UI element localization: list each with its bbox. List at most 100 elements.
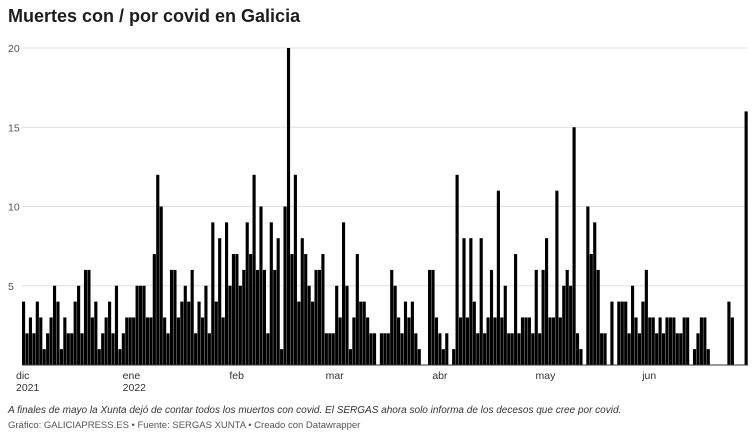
bar <box>469 238 473 365</box>
bar <box>586 206 590 365</box>
bar <box>269 222 273 365</box>
bar <box>441 349 445 365</box>
y-tick-label: 5 <box>8 281 14 293</box>
bar <box>42 349 46 365</box>
bar <box>730 317 734 365</box>
bar <box>428 269 432 365</box>
bar <box>617 301 621 365</box>
bar <box>276 238 280 365</box>
bar <box>331 333 335 365</box>
bar <box>94 301 98 365</box>
bar <box>90 317 94 365</box>
bar <box>101 333 105 365</box>
bar <box>672 317 676 365</box>
bar <box>610 301 614 365</box>
bar <box>180 301 184 365</box>
chart-title: Muertes con / por covid en Galicia <box>8 6 301 26</box>
bar <box>311 301 315 365</box>
bar <box>128 317 132 365</box>
bar <box>548 317 552 365</box>
bar <box>149 317 153 365</box>
bar <box>145 317 150 365</box>
bar <box>80 333 84 365</box>
bar <box>111 333 115 365</box>
bar <box>121 333 125 365</box>
bar <box>679 333 683 365</box>
bar <box>386 333 390 365</box>
x-tick-label: jun <box>642 370 657 382</box>
bar <box>686 317 690 365</box>
bar <box>187 301 191 365</box>
bar <box>231 254 236 365</box>
bar <box>493 317 497 365</box>
bar <box>434 317 439 365</box>
bar <box>108 301 112 365</box>
bar <box>637 333 642 365</box>
bar <box>727 301 731 365</box>
bar <box>538 333 542 365</box>
bar <box>658 317 662 365</box>
bar <box>524 317 528 365</box>
bar <box>142 285 146 365</box>
bar <box>317 269 322 365</box>
bar <box>314 269 318 365</box>
bar <box>390 269 394 365</box>
bar <box>290 254 294 365</box>
bar <box>393 285 397 365</box>
bar <box>190 269 194 365</box>
bar <box>458 317 463 365</box>
chart-source: Gráfico: GALICIAPRESS.ES • Fuente: SERGA… <box>8 420 361 431</box>
x-tick-label: dic 2021 <box>16 370 40 394</box>
bar <box>675 333 679 365</box>
bar <box>414 333 418 365</box>
bar <box>252 174 256 365</box>
bar <box>624 301 628 365</box>
bar <box>634 317 638 365</box>
bar <box>551 317 556 365</box>
bar <box>744 111 748 366</box>
bar <box>668 317 673 365</box>
bar <box>431 269 435 365</box>
bar <box>235 254 239 365</box>
bar <box>641 301 645 365</box>
bar <box>66 333 70 365</box>
bar <box>286 48 291 365</box>
bar <box>692 349 697 365</box>
bar <box>135 285 139 365</box>
bar <box>455 174 459 365</box>
bar <box>603 333 607 365</box>
bar <box>348 349 353 365</box>
bar <box>403 301 408 365</box>
bar <box>77 285 81 365</box>
bar <box>163 317 167 365</box>
bar <box>25 333 29 365</box>
bar <box>118 349 122 365</box>
bar <box>355 254 359 365</box>
bar <box>589 254 593 365</box>
bar <box>520 317 525 365</box>
bar <box>479 238 483 365</box>
bar <box>417 349 421 365</box>
bar <box>225 222 229 365</box>
bar <box>262 269 266 365</box>
bar <box>159 206 163 365</box>
bar <box>362 301 366 365</box>
bar <box>682 317 686 365</box>
bar <box>32 333 36 365</box>
bar <box>359 301 363 365</box>
bar <box>514 254 518 365</box>
y-tick-label: 10 <box>8 202 20 214</box>
bar <box>300 238 304 365</box>
bar <box>655 333 659 365</box>
bar <box>500 317 504 365</box>
bar <box>49 317 53 365</box>
bar <box>665 317 669 365</box>
bar <box>699 317 703 365</box>
bar <box>324 333 328 365</box>
bar <box>114 285 119 365</box>
bar <box>644 269 648 365</box>
bar <box>631 285 635 365</box>
chart-note: A finales de mayo la Xunta dejó de conta… <box>8 405 622 416</box>
bar <box>651 317 655 365</box>
